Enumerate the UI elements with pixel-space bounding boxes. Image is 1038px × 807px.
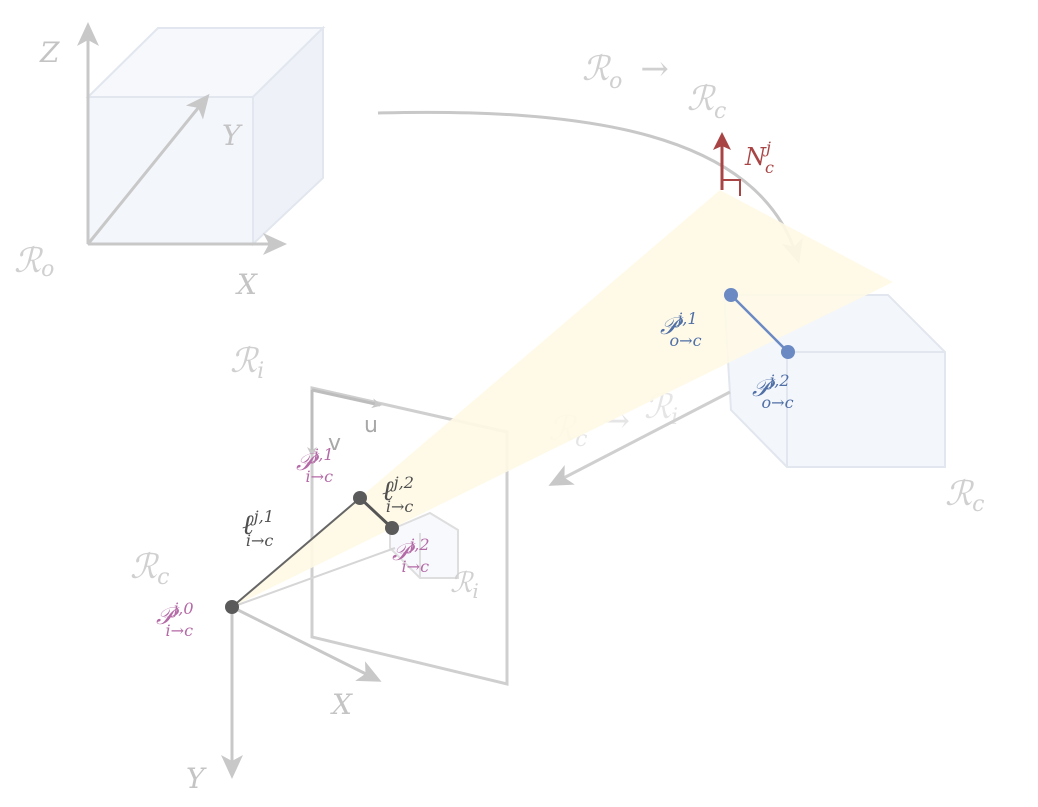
image-u-axis	[311, 388, 382, 409]
point-2d-1-label: 𝒫j,1 i→c	[296, 445, 334, 486]
camera-frame-label-mid: ℛc	[130, 547, 169, 590]
line-2d-2	[358, 496, 394, 530]
point-3d-1-label: 𝒫j,1 o→c	[660, 309, 702, 350]
transform-arrow	[377, 110, 803, 264]
normal-label: Nj c	[744, 138, 774, 177]
object-cube	[85, 25, 326, 247]
point-2d-0-label: 𝒫j,0 i→c	[156, 599, 194, 640]
object-frame-label: ℛo	[14, 241, 54, 282]
point-2d-2	[385, 521, 399, 535]
camera-y-label: Y	[186, 762, 207, 795]
small-cube	[389, 511, 459, 579]
image-u-label: u	[364, 413, 378, 438]
point-3d-1	[724, 288, 738, 302]
line-2d-1-label: ℓj,1 i→c	[242, 507, 274, 550]
right-angle-mark	[722, 179, 741, 196]
point-2d-1	[353, 491, 367, 505]
camera-x-label: X	[330, 688, 353, 721]
transform-label: ℛo →ℛc	[582, 49, 726, 124]
line-3d	[730, 294, 789, 353]
image-frame-label: ℛi	[230, 341, 264, 384]
point-3d-2	[781, 345, 795, 359]
faded-transform-arrow	[548, 390, 731, 486]
point-2d-0	[225, 600, 239, 614]
camera-z-axis	[231, 547, 396, 608]
image-frame-label-small: ℛi	[450, 566, 479, 603]
line-2d-1	[231, 497, 361, 608]
image-v-label: v	[328, 431, 341, 456]
object-z-label: Z	[39, 36, 60, 69]
camera-x-axis	[231, 605, 382, 682]
object-x-label: X	[235, 268, 258, 301]
camera-frame-label-right: ℛc	[945, 474, 984, 517]
line-2d-2-label: ℓj,2 i→c	[382, 473, 414, 516]
point-3d-2-label: 𝒫j,2 o→c	[752, 371, 794, 412]
object-y-label: Y	[222, 119, 243, 152]
object-y-axis	[86, 93, 210, 245]
point-2d-2-label: 𝒫j,2 i→c	[392, 535, 430, 576]
